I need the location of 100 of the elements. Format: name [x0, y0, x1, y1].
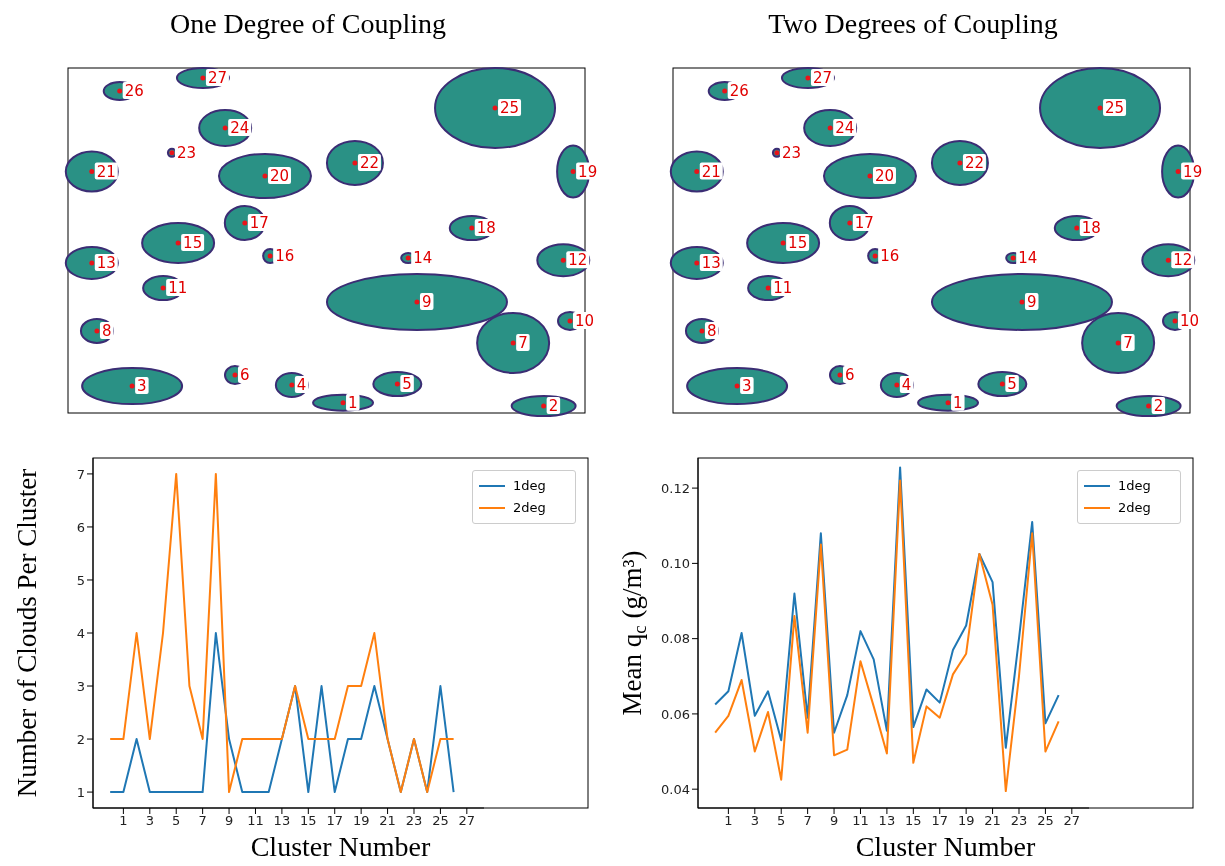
x-tick-label: 11 [852, 813, 869, 829]
text: 22 [359, 153, 380, 172]
y-tick-label: 0.10 [661, 555, 690, 571]
text: 20 [269, 166, 290, 185]
text: 17 [854, 213, 874, 232]
text: 8 [101, 321, 112, 340]
y-tick-label: 0.06 [661, 706, 690, 722]
text: 16 [880, 247, 900, 266]
text: 3 [742, 377, 752, 396]
text: 11 [773, 279, 793, 298]
text: 23 [781, 143, 802, 162]
x-tick-label: 23 [405, 813, 423, 829]
text: 10 [1180, 311, 1200, 330]
x-tick-label: 21 [379, 813, 396, 829]
text: 10 [575, 311, 595, 330]
text: 7 [518, 333, 528, 352]
text: 27 [812, 69, 833, 88]
text: 13 [96, 253, 116, 272]
text: 22 [964, 153, 985, 172]
y-tick-label: 5 [76, 572, 85, 588]
y-tick-label: 7 [76, 466, 85, 482]
x-tick-label: 17 [326, 813, 344, 829]
y-tick-label: 1 [76, 784, 85, 800]
text: 27 [207, 69, 228, 88]
text: 4 [296, 376, 307, 395]
x-tick-label: 1 [724, 813, 733, 829]
text: 5 [402, 375, 412, 394]
text: 9 [421, 292, 432, 311]
y-axis-title: Number of Clouds Per Cluster [12, 468, 42, 798]
x-tick-label: 27 [1063, 813, 1081, 829]
text: 25 [500, 99, 520, 118]
text: 2 [548, 397, 559, 416]
y-tick-label: 2 [76, 731, 85, 747]
line-series [714, 479, 1060, 793]
text: 18 [1081, 219, 1101, 238]
text: 7 [1123, 333, 1133, 352]
y-tick-label: 0.08 [661, 631, 690, 647]
x-tick-label: 21 [984, 813, 1001, 829]
text: 14 [413, 249, 433, 268]
y-tick-label: 4 [76, 625, 85, 641]
x-tick-label: 25 [432, 813, 449, 829]
text: 2 [1153, 397, 1164, 416]
x-tick-label: 27 [458, 813, 476, 829]
text: 15 [183, 233, 203, 252]
x-tick-label: 13 [273, 813, 291, 829]
text: 19 [1183, 162, 1203, 181]
x-tick-label: 17 [931, 813, 949, 829]
x-tick-label: 13 [878, 813, 896, 829]
x-tick-label: 9 [829, 813, 839, 829]
text: 18 [476, 219, 496, 238]
text: 8 [706, 321, 717, 340]
text: 16 [275, 247, 295, 266]
text: 26 [729, 82, 749, 101]
legend-label: 1deg [1118, 477, 1151, 495]
x-tick-label: 7 [198, 813, 207, 829]
text: 3 [137, 377, 147, 396]
x-tick-label: 1 [119, 813, 128, 829]
text: 20 [874, 166, 895, 185]
text: 12 [1173, 251, 1193, 270]
text: 24 [230, 119, 250, 138]
x-tick-label: 3 [145, 813, 154, 829]
y-tick-label: 3 [76, 678, 85, 694]
x-tick-label: 19 [957, 813, 975, 829]
text: Two Degrees of Coupling [767, 8, 1059, 40]
x-tick-label: 15 [300, 813, 317, 829]
text: 6 [239, 366, 250, 385]
text: 9 [1026, 292, 1037, 311]
x-tick-label: 3 [750, 813, 759, 829]
x-axis-title: Cluster Number [250, 831, 431, 862]
x-tick-label: 11 [247, 813, 264, 829]
text: 25 [1105, 99, 1125, 118]
x-tick-label: 23 [1010, 813, 1028, 829]
y-tick-label: 0.04 [661, 781, 690, 797]
text: 17 [249, 213, 269, 232]
text: 5 [1007, 375, 1017, 394]
text: One Degree of Coupling [168, 8, 447, 40]
legend-label: 1deg [513, 477, 546, 495]
text: 21 [96, 162, 116, 181]
text: 11 [168, 279, 188, 298]
text: 12 [568, 251, 588, 270]
text: 4 [901, 376, 912, 395]
text: 24 [835, 119, 855, 138]
x-tick-label: 5 [777, 813, 786, 829]
x-tick-label: 7 [803, 813, 812, 829]
text: 14 [1018, 249, 1038, 268]
text: 26 [124, 82, 144, 101]
x-tick-label: 9 [224, 813, 234, 829]
text: 19 [578, 162, 598, 181]
text: 13 [701, 253, 721, 272]
text: 6 [844, 366, 855, 385]
text: 1 [953, 393, 963, 412]
x-axis-title: Cluster Number [855, 831, 1036, 862]
line-series [714, 466, 1060, 749]
legend-label: 2deg [1118, 499, 1151, 517]
x-tick-label: 19 [352, 813, 370, 829]
text: 1 [348, 393, 358, 412]
legend-label: 2deg [513, 499, 546, 517]
text: 15 [788, 233, 808, 252]
y-tick-label: 6 [76, 519, 85, 535]
x-tick-label: 25 [1037, 813, 1054, 829]
